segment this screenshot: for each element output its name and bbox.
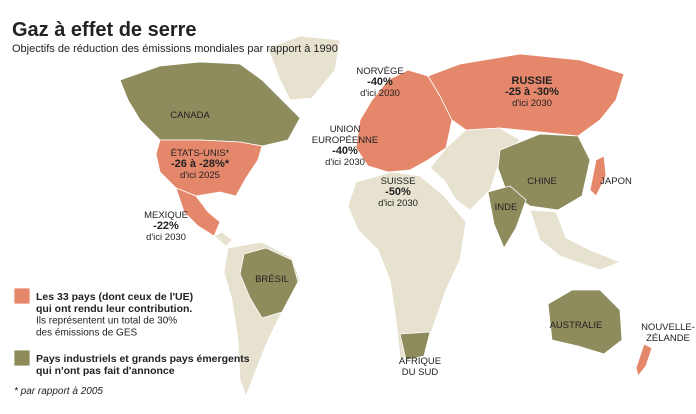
legend-swatch-contributed [13,287,31,305]
legend-text: qui n'ont pas fait d'annonce [36,365,175,377]
country-label: -26 à -28%* [171,158,230,170]
title: Gaz à effet de serre [12,19,197,41]
footnote: * par rapport à 2005 [14,386,103,397]
new-zealand [635,343,653,377]
country-label: SUISSE [381,176,416,187]
legend: Les 33 pays (dont ceux de l'UE)qui ont r… [36,291,250,377]
country-label: NOUVELLE- [641,322,695,333]
country-label: d'ici 2030 [146,232,186,243]
country-label: MEXIQUE [144,210,188,221]
country-label: -40% [332,145,358,157]
country-label: INDE [495,202,518,213]
country-label: JAPON [600,176,632,187]
country-label: ZÉLANDE [646,333,690,344]
legend-text: Ils représentent un total de 30% [36,316,177,327]
country-label: NORVÈGE [356,66,403,77]
country-label: -40% [367,76,393,88]
legend-text: Pays industriels et grands pays émergent… [36,353,250,365]
country-label: -22% [153,220,179,232]
legend-text: qui ont rendu leur contribution. [36,303,192,315]
country-label: UNION [330,124,361,135]
legend-text: des émissions de GES [36,328,137,339]
country-label: -50% [385,186,411,198]
country-label: ÉTATS-UNIS* [171,148,230,159]
usa [155,139,263,197]
country-label: d'ici 2030 [325,157,365,168]
india [487,185,527,249]
country-label: EUROPÉENNE [312,135,379,146]
country-label: d'ici 2025 [180,170,220,181]
country-label: AFRIQUE [399,356,441,367]
greenland [267,35,341,101]
country-label: AUSTRALIE [550,320,603,331]
country-label: -25 à -30% [505,86,559,98]
south-africa [399,331,431,361]
mexico [175,187,221,237]
country-label: RUSSIE [512,75,553,87]
country-label: DU SUD [402,367,439,378]
canada [119,61,301,147]
world-map [119,35,653,398]
southeast-asia [529,209,622,271]
country-label: d'ici 2030 [360,88,400,99]
country-label: d'ici 2030 [512,98,552,109]
legend-swatch-no-announcement [13,349,31,367]
country-label: CANADA [170,110,210,121]
subtitle: Objectifs de réduction des émissions mon… [12,43,338,55]
middle-east-asia [429,127,521,211]
country-label: d'ici 2030 [378,198,418,209]
central-america [213,231,233,247]
australia [547,289,623,355]
legend-text: Les 33 pays (dont ceux de l'UE) [36,291,193,303]
japan [589,155,607,197]
country-label: BRÉSIL [255,274,289,285]
country-label: CHINE [527,176,557,187]
europe [355,69,453,173]
russia [427,53,625,137]
brazil [239,247,299,319]
china [497,133,591,211]
